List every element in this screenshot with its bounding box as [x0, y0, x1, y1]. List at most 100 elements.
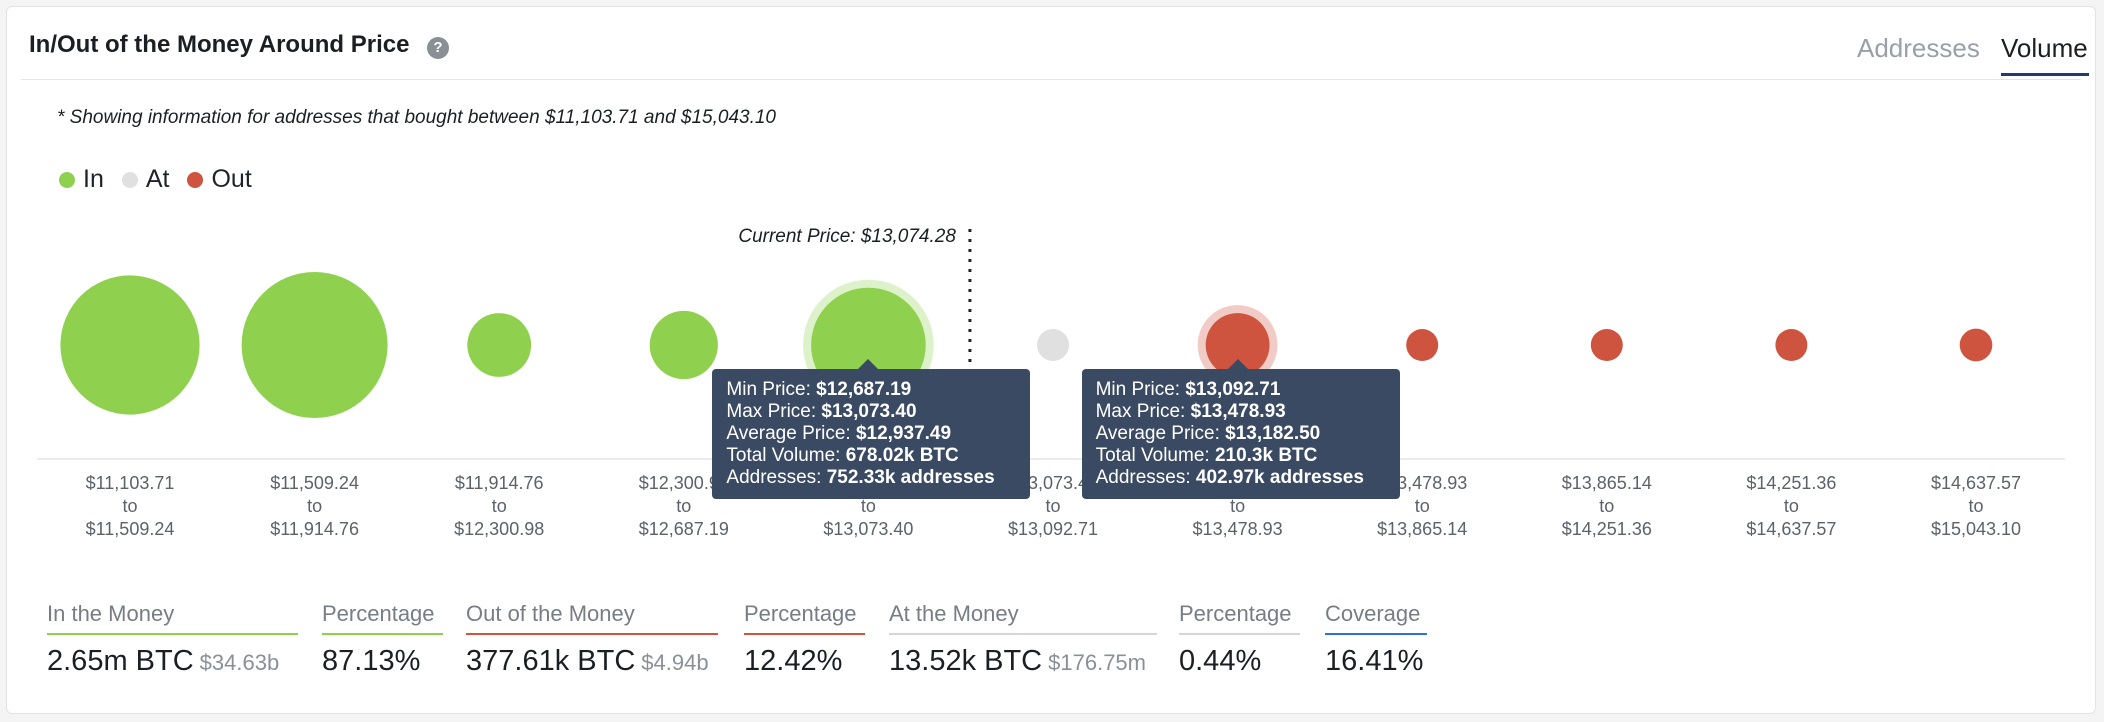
bubble[interactable]	[1205, 313, 1270, 377]
active-tab-indicator	[2001, 73, 2089, 76]
tooltip-arrow	[858, 359, 879, 369]
stat-label: Percentage	[1179, 601, 1300, 635]
tooltip-row-label: Average Price:	[726, 423, 856, 444]
tooltip-row-label: Min Price:	[726, 379, 817, 400]
tooltip-row: Addresses: 752.33k addresses	[726, 467, 1016, 489]
tick-label-to: to	[1045, 496, 1060, 516]
stat-in_pct: Percentage 87.13%	[322, 601, 443, 678]
stat-out_pct: Percentage 12.42%	[744, 601, 865, 678]
tooltip-row: Addresses: 402.97k addresses	[1096, 467, 1386, 489]
bubble[interactable]	[649, 310, 718, 380]
bubble[interactable]	[1590, 329, 1623, 361]
stat-label: Percentage	[744, 601, 865, 635]
tick-label-to-price: $11,509.24	[86, 519, 175, 539]
tooltip-row: Total Volume: 210.3k BTC	[1096, 445, 1386, 467]
tooltip: Min Price: $13,092.71 Max Price: $13,478.…	[1081, 359, 1400, 499]
tooltip-row-value: $13,092.71	[1185, 379, 1281, 400]
stat-value: 377.61k BTC $4.94b	[466, 645, 718, 678]
stat-value: 16.41%	[1325, 645, 1427, 678]
chart-title: In/Out of the Money Around Price	[29, 31, 410, 58]
stat-label: Out of the Money	[466, 601, 718, 635]
tooltip-row-value: $12,937.49	[855, 423, 952, 444]
tab-volume[interactable]: Volume	[2001, 33, 2088, 63]
tick-label-from: $11,103.71	[86, 473, 175, 493]
stat-value-main: 87.13%	[322, 645, 421, 677]
stat-value-main: 16.41%	[1325, 645, 1424, 677]
tooltip-row-value: 752.33k addresses	[826, 467, 995, 488]
legend: In At Out	[59, 165, 252, 194]
tick-label-from: $14,251.36	[1746, 473, 1836, 493]
legend-label-out: Out	[211, 165, 252, 193]
tab-addresses[interactable]: Addresses	[1857, 33, 1980, 63]
legend-item-in[interactable]: In	[59, 165, 104, 194]
tooltip-row: Average Price: $12,937.49	[726, 423, 1016, 445]
tooltip-row: Total Volume: 678.02k BTC	[726, 445, 1016, 467]
tooltip-row-label: Min Price:	[1095, 379, 1186, 400]
stat-in_money: In the Money 2.65m BTC $34.63b	[47, 601, 298, 678]
stat-label: Coverage	[1325, 601, 1427, 635]
stat-value-main: 377.61k BTC	[466, 645, 636, 677]
tick-label-to-price: $13,092.71	[1008, 519, 1098, 539]
tick-label-to: to	[1230, 496, 1245, 516]
tick-label-from: $11,509.24	[270, 473, 359, 493]
bubble[interactable]	[1959, 328, 1993, 362]
tooltip-row: Min Price: $12,687.19	[726, 379, 1016, 401]
tick-label-from: $13,073.40	[1008, 473, 1098, 493]
stat-coverage: Coverage 16.41%	[1325, 601, 1427, 678]
tick-label-to-price: $12,300.98	[454, 519, 544, 539]
stat-label: In the Money	[47, 601, 298, 635]
bubble[interactable]	[467, 313, 532, 377]
stat-value: 2.65m BTC $34.63b	[47, 645, 298, 678]
stat-value: 87.13%	[322, 645, 443, 678]
tick-label-from: $14,637.57	[1931, 473, 2021, 493]
bubble[interactable]	[1406, 329, 1439, 361]
tick-label-to: to	[861, 496, 876, 516]
tooltip-row-label: Addresses:	[726, 467, 827, 488]
chart-card: In/Out of the Money Around Price ? Addre…	[6, 6, 2096, 714]
tick-label-to-price: $13,073.40	[823, 519, 913, 539]
tooltip-row-label: Max Price:	[1095, 401, 1191, 422]
bubble[interactable]	[1775, 329, 1808, 361]
tooltip-row-label: Addresses:	[1095, 467, 1196, 488]
tick-label-from: $12,300.98	[639, 473, 729, 493]
tick-label-to-price: $15,043.10	[1931, 519, 2021, 539]
bubble[interactable]	[241, 272, 388, 418]
tick-label-to: to	[492, 496, 507, 516]
tick-label-to-price: $14,251.36	[1562, 519, 1652, 539]
legend-item-at[interactable]: At	[121, 165, 169, 194]
tooltip-row-label: Max Price:	[726, 401, 822, 422]
stat-at_pct: Percentage 0.44%	[1179, 601, 1300, 678]
stat-value-main: 0.44%	[1179, 645, 1262, 677]
tooltip-row-value: $12,687.19	[816, 379, 912, 400]
tooltip-row: Average Price: $13,182.50	[1096, 423, 1386, 445]
header-divider	[21, 79, 2081, 80]
stat-value-main: 12.42%	[744, 645, 843, 677]
tooltip-row-label: Average Price:	[1095, 423, 1226, 444]
legend-item-out[interactable]: Out	[187, 165, 252, 194]
legend-label-in: In	[83, 165, 104, 193]
tick-label-to: to	[1968, 496, 1983, 516]
stat-value-usd: $34.63b	[199, 650, 280, 675]
tooltip-row-label: Total Volume:	[726, 445, 846, 466]
stat-out_money: Out of the Money 377.61k BTC $4.94b	[466, 601, 718, 678]
tick-label-to: to	[1415, 496, 1430, 516]
tick-label-to: to	[307, 496, 322, 516]
stat-value: 13.52k BTC $176.75m	[889, 645, 1157, 678]
stat-value-main: 2.65m BTC	[47, 645, 194, 677]
tooltip-row-value: $13,478.93	[1190, 401, 1286, 422]
stat-value-usd: $176.75m	[1048, 650, 1146, 675]
tick-label-to: to	[1599, 496, 1614, 516]
bubble[interactable]	[1037, 329, 1069, 361]
tick-label-to: to	[122, 496, 137, 516]
tooltip-row-value: $13,182.50	[1225, 423, 1321, 444]
stat-label: At the Money	[889, 601, 1157, 635]
help-icon[interactable]: ?	[427, 37, 449, 59]
tick-label-to-price: $14,637.57	[1746, 519, 1836, 539]
range-note: * Showing information for addresses that…	[57, 107, 777, 128]
tick-label-to-price: $13,478.93	[1193, 519, 1283, 539]
tooltip-row: Max Price: $13,073.40	[726, 401, 1016, 423]
tooltip-row-value: 678.02k BTC	[845, 445, 959, 466]
tick-label-to: to	[676, 496, 691, 516]
legend-dot-out	[187, 171, 204, 188]
bubble[interactable]	[60, 275, 200, 415]
